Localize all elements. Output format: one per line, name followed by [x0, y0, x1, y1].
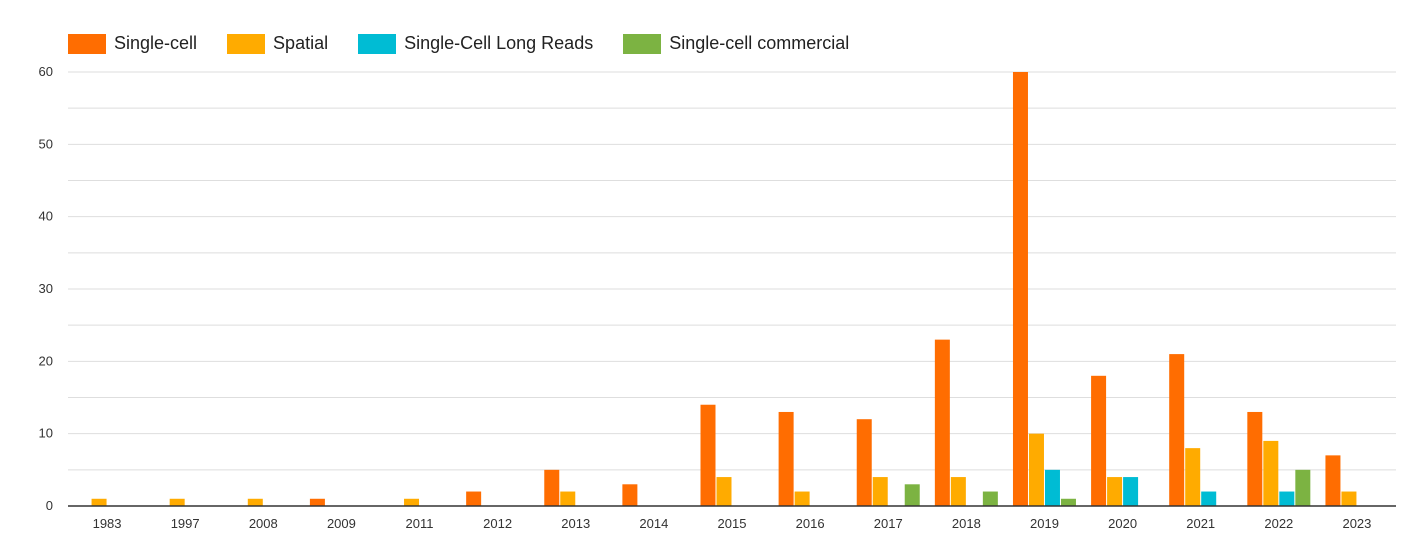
y-tick-label: 60	[39, 64, 53, 79]
legend-item-single-cell[interactable]: Single-cell	[68, 33, 197, 54]
bar-single-cell-long-reads-2022	[1279, 491, 1295, 506]
bar-single-cell-2022	[1247, 411, 1263, 506]
y-tick-label: 30	[39, 281, 53, 296]
x-tick-label: 2023	[1342, 516, 1371, 531]
bar-single-cell-commercial-2019	[1060, 498, 1076, 506]
legend-swatch-single-cell-commercial	[623, 33, 662, 54]
bar-single-cell-2016	[778, 411, 794, 506]
y-tick-label: 40	[39, 209, 53, 224]
x-tick-label: 2019	[1030, 516, 1059, 531]
y-tick-label: 10	[39, 426, 53, 441]
bar-single-cell-2021	[1169, 354, 1185, 506]
bar-single-cell-2023	[1325, 455, 1341, 506]
legend-item-spatial[interactable]: Spatial	[227, 33, 328, 54]
bar-spatial-1997	[169, 498, 185, 506]
x-tick-label: 1997	[171, 516, 200, 531]
x-tick-label: 2011	[406, 516, 434, 531]
bar-spatial-2018	[950, 477, 966, 506]
legend-label-single-cell-commercial: Single-cell commercial	[669, 33, 850, 53]
bar-spatial-2008	[247, 498, 263, 506]
y-tick-label: 0	[46, 498, 53, 513]
bar-single-cell-2012	[466, 491, 482, 506]
bar-single-cell-long-reads-2021	[1201, 491, 1217, 506]
bar-spatial-2023	[1341, 491, 1357, 506]
bar-spatial-2020	[1107, 477, 1123, 506]
bar-single-cell-2018	[934, 339, 950, 506]
bar-spatial-2019	[1028, 433, 1044, 506]
bar-single-cell-long-reads-2019	[1044, 469, 1060, 506]
x-tick-label: 2013	[561, 516, 590, 531]
x-tick-label: 2022	[1264, 516, 1293, 531]
legend-swatch-spatial	[227, 33, 266, 54]
legend-label-single-cell: Single-cell	[114, 33, 198, 53]
legend-item-single-cell-long-reads[interactable]: Single-Cell Long Reads	[358, 33, 593, 54]
x-tick-label: 2008	[249, 516, 278, 531]
bar-single-cell-2019	[1012, 72, 1028, 506]
bar-spatial-2017	[872, 477, 888, 506]
y-tick-label: 20	[39, 353, 53, 368]
x-tick-label: 2014	[639, 516, 668, 531]
bar-single-cell-2020	[1091, 375, 1107, 506]
bar-single-cell-2014	[622, 484, 638, 506]
bar-single-cell-long-reads-2020	[1123, 477, 1139, 506]
legend-label-single-cell-long-reads: Single-Cell Long Reads	[404, 33, 594, 53]
bar-single-cell-2017	[856, 419, 872, 506]
bar-single-cell-2009	[309, 498, 325, 506]
x-tick-label: 2018	[952, 516, 981, 531]
x-tick-label: 1983	[93, 516, 122, 531]
x-tick-label: 2009	[327, 516, 356, 531]
bar-spatial-2022	[1263, 440, 1279, 506]
x-tick-label: 2021	[1186, 516, 1215, 531]
bar-single-cell-2015	[700, 404, 716, 506]
bar-spatial-2011	[404, 498, 420, 506]
legend-label-spatial: Spatial	[273, 33, 329, 53]
bar-single-cell-2013	[544, 469, 560, 506]
x-tick-label: 2017	[874, 516, 903, 531]
bar-single-cell-commercial-2022	[1295, 469, 1311, 506]
bar-spatial-2013	[560, 491, 576, 506]
legend-swatch-single-cell-long-reads	[358, 33, 397, 54]
x-tick-label: 2016	[796, 516, 825, 531]
bar-spatial-1983	[91, 498, 107, 506]
legend-item-single-cell-commercial[interactable]: Single-cell commercial	[623, 33, 849, 54]
x-tick-label: 2015	[718, 516, 747, 531]
x-tick-label: 2020	[1108, 516, 1137, 531]
bar-single-cell-commercial-2017	[904, 484, 920, 506]
bar-spatial-2021	[1185, 448, 1201, 506]
bar-spatial-2015	[716, 477, 732, 506]
bar-single-cell-commercial-2018	[982, 491, 998, 506]
y-tick-label: 50	[39, 136, 53, 151]
legend-swatch-single-cell	[68, 33, 106, 54]
x-tick-label: 2012	[483, 516, 512, 531]
bar-spatial-2016	[794, 491, 810, 506]
legend: Single-cell Spatial Single-Cell Long Rea…	[68, 33, 879, 54]
